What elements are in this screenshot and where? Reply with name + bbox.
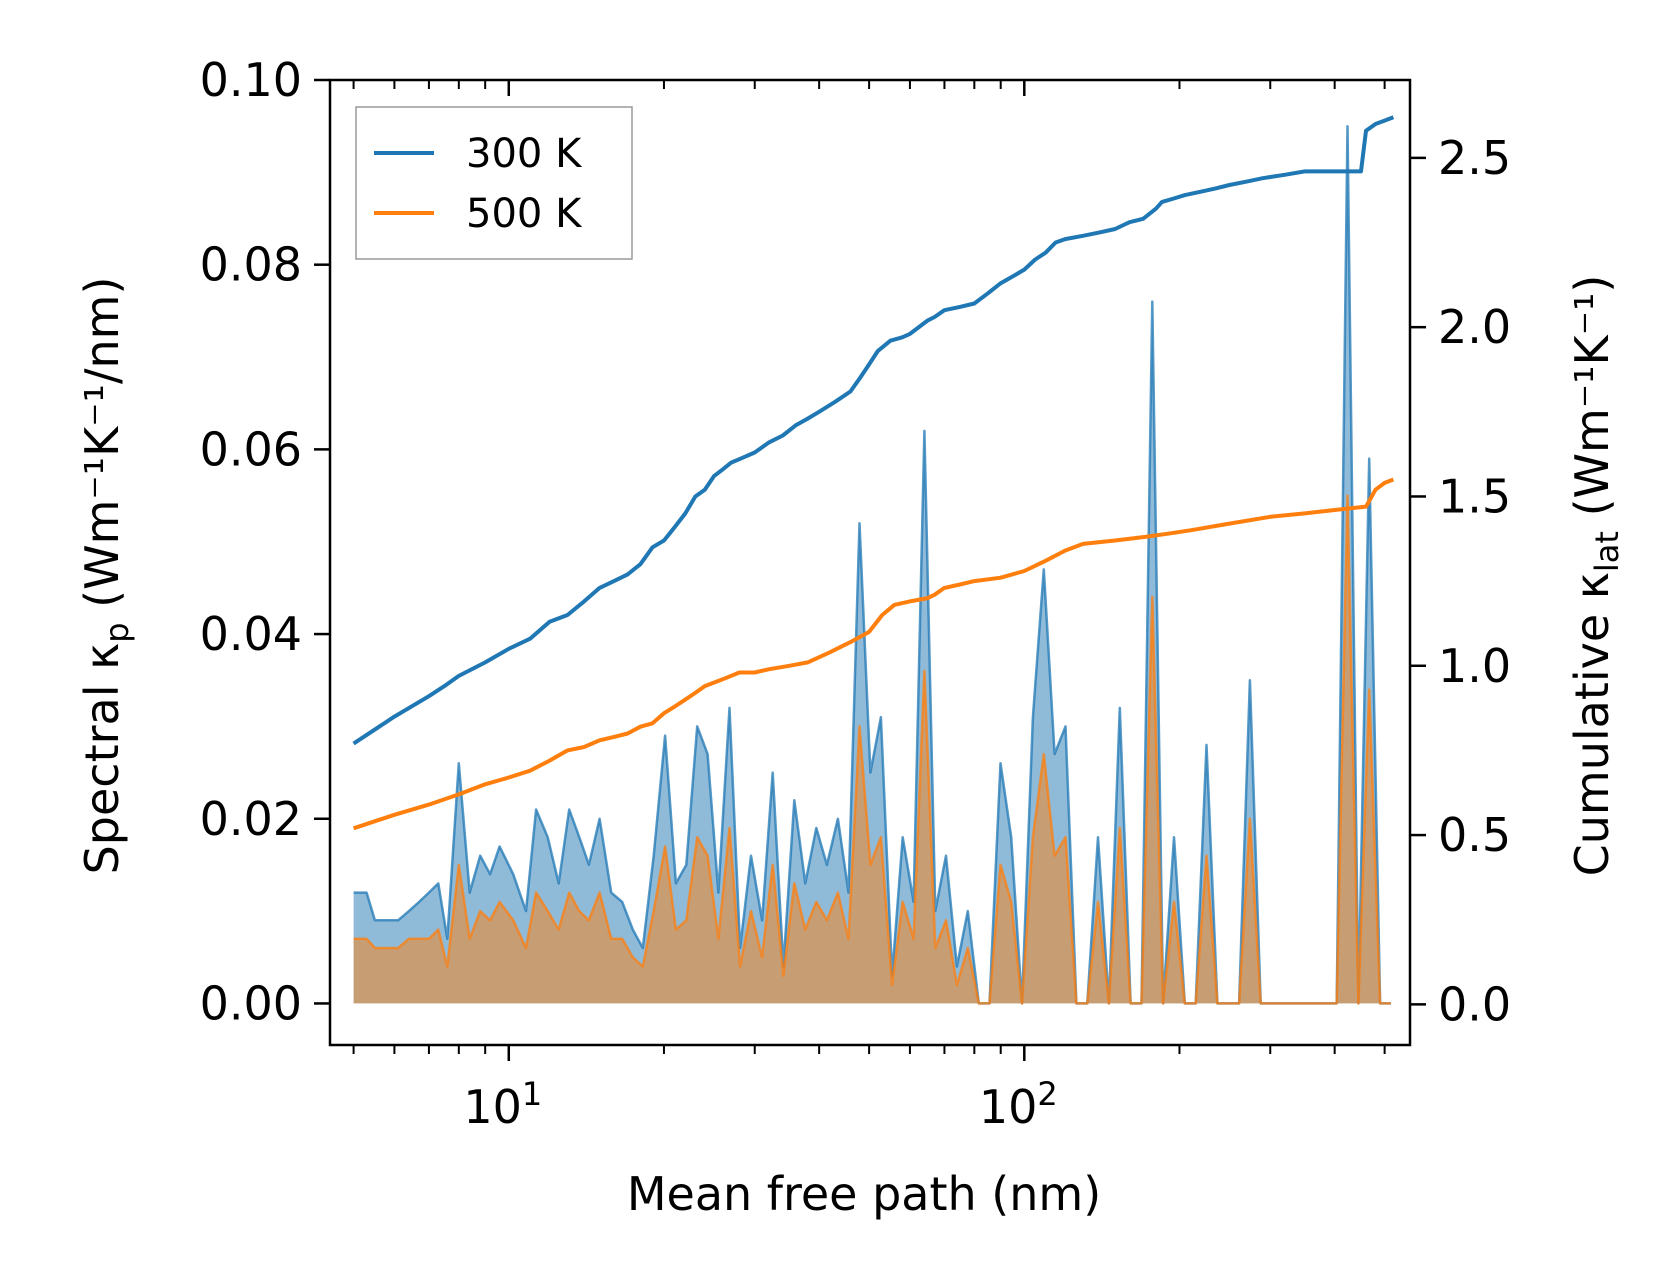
left-y-axis-label-unit: (Wm⁻¹K⁻¹/nm) [75,277,129,623]
right-y-tick-label: 1.5 [1438,469,1511,523]
x-tick-label-exp: 1 [522,1075,542,1113]
left-y-tick-label: 0.04 [200,607,302,661]
legend-box [355,106,633,260]
x-axis-label: Mean free path (nm) [627,1167,1101,1221]
cumulative-line-500k [352,477,1395,831]
right-y-tick-label: 2.0 [1438,300,1511,354]
legend: 300 K 500 K [355,106,633,260]
legend-label-500k: 500 K [466,191,583,237]
legend-label-300k: 300 K [466,131,583,177]
right-y-axis-label: Cumulative κlat (Wm⁻¹K⁻¹) [1565,275,1626,877]
spectral-area-500k [353,495,1391,1004]
x-tick-label-exp: 2 [1037,1075,1057,1113]
right-y-tick-label: 2.5 [1438,131,1511,185]
right-y-axis-label-unit: (Wm⁻¹K⁻¹) [1565,275,1619,531]
svg-text:Cumulative κlat (Wm⁻¹K⁻¹): Cumulative κlat (Wm⁻¹K⁻¹) [1565,275,1626,877]
left-y-tick-label: 0.06 [200,422,302,476]
right-y-axis-label-sub: lat [1588,531,1626,572]
cumulative-line-300k [352,115,1395,746]
svg-text:Spectral κp (Wm⁻¹K⁻¹/nm): Spectral κp (Wm⁻¹K⁻¹/nm) [75,277,136,875]
right-y-tick-label: 0.0 [1438,977,1511,1031]
left-y-tick-label: 0.08 [200,238,302,292]
left-y-tick-label: 0.00 [200,976,302,1030]
right-y-tick-label: 1.0 [1438,639,1511,693]
x-tick-label: 102 [979,1075,1058,1134]
left-y-axis-label-sub: p [98,622,136,642]
x-tick-label-base: 10 [463,1080,522,1134]
left-y-tick-label: 0.02 [200,792,302,846]
left-y-axis-label: Spectral κp (Wm⁻¹K⁻¹/nm) [75,277,136,875]
right-y-axis-label-main: Cumulative κ [1565,572,1619,876]
left-y-axis-label-main: Spectral κ [75,643,129,875]
x-tick-label: 101 [463,1075,542,1134]
right-y-tick-label: 0.5 [1438,808,1511,862]
cumulative-lines [352,115,1395,831]
spectral-areas [353,124,1391,1005]
axis-ticks: 0.00 0.02 0.04 0.06 0.08 0.10 0.0 0.5 1.0 1.5 2.0 2… [200,53,1512,1134]
spectral-line-500k [353,494,1391,1005]
left-y-tick-label: 0.10 [200,53,302,107]
x-tick-label-base: 10 [979,1080,1038,1134]
